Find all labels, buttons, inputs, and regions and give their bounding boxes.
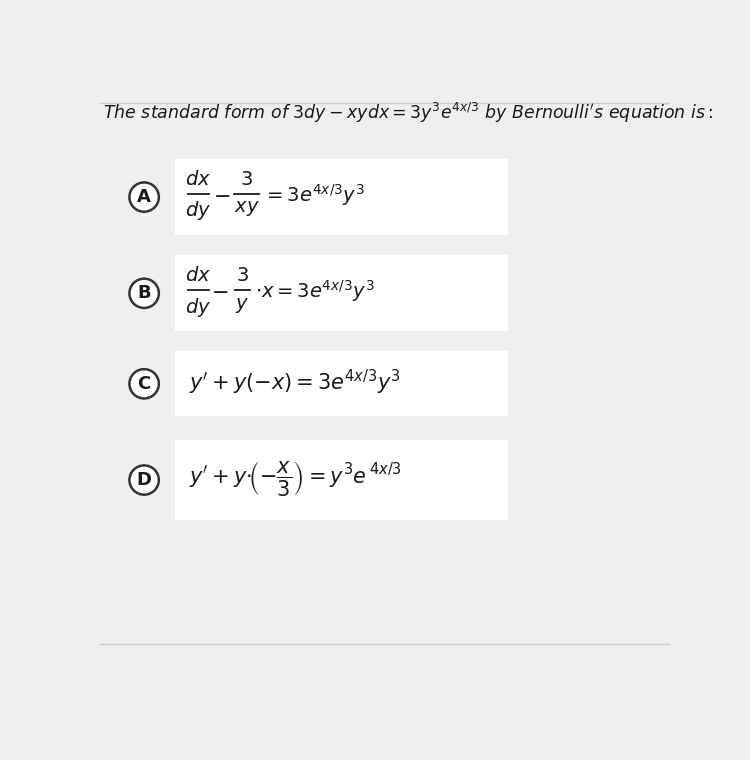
FancyBboxPatch shape <box>175 440 509 520</box>
Text: $xy$: $xy$ <box>233 199 260 218</box>
Text: C: C <box>137 375 151 393</box>
Circle shape <box>130 369 159 398</box>
Text: $dx$: $dx$ <box>185 169 211 188</box>
Text: A: A <box>137 188 151 206</box>
Text: $3$: $3$ <box>240 169 253 188</box>
Text: $dx$: $dx$ <box>185 266 211 285</box>
Text: D: D <box>136 471 152 489</box>
Text: $y$: $y$ <box>236 296 250 315</box>
Text: $-$: $-$ <box>213 185 230 204</box>
Circle shape <box>130 182 159 212</box>
Text: B: B <box>137 284 151 302</box>
Text: ${\cdot}x= 3e^{4x/3}y^3$: ${\cdot}x= 3e^{4x/3}y^3$ <box>255 278 374 304</box>
FancyBboxPatch shape <box>175 351 509 416</box>
FancyBboxPatch shape <box>100 110 669 634</box>
Text: $dy$: $dy$ <box>185 199 211 223</box>
Text: $y'+y{\cdot}\!\left(-\dfrac{x}{3}\right)= y^3e^{\,4x/3}$: $y'+y{\cdot}\!\left(-\dfrac{x}{3}\right)… <box>189 459 402 498</box>
Text: $3$: $3$ <box>236 266 249 285</box>
FancyBboxPatch shape <box>100 345 669 423</box>
Text: $\it{The\ standard\ form\ of\ }$$\mathit{3dy-xydx=3y^3e^{4x/3}}$$\it{\ by\ Berno: $\it{The\ standard\ form\ of\ }$$\mathit… <box>103 100 714 125</box>
Text: $dy$: $dy$ <box>185 296 211 318</box>
FancyBboxPatch shape <box>100 249 669 337</box>
Text: $y'+y(-x) = 3e^{4x/3}y^3$: $y'+y(-x) = 3e^{4x/3}y^3$ <box>189 368 400 397</box>
Text: $= 3e^{4x/3}y^3$: $= 3e^{4x/3}y^3$ <box>263 182 365 207</box>
FancyBboxPatch shape <box>175 255 509 331</box>
FancyBboxPatch shape <box>100 434 669 526</box>
FancyBboxPatch shape <box>100 153 669 242</box>
FancyBboxPatch shape <box>175 159 509 235</box>
Circle shape <box>130 279 159 308</box>
Circle shape <box>130 465 159 495</box>
Text: $-$: $-$ <box>211 281 229 301</box>
